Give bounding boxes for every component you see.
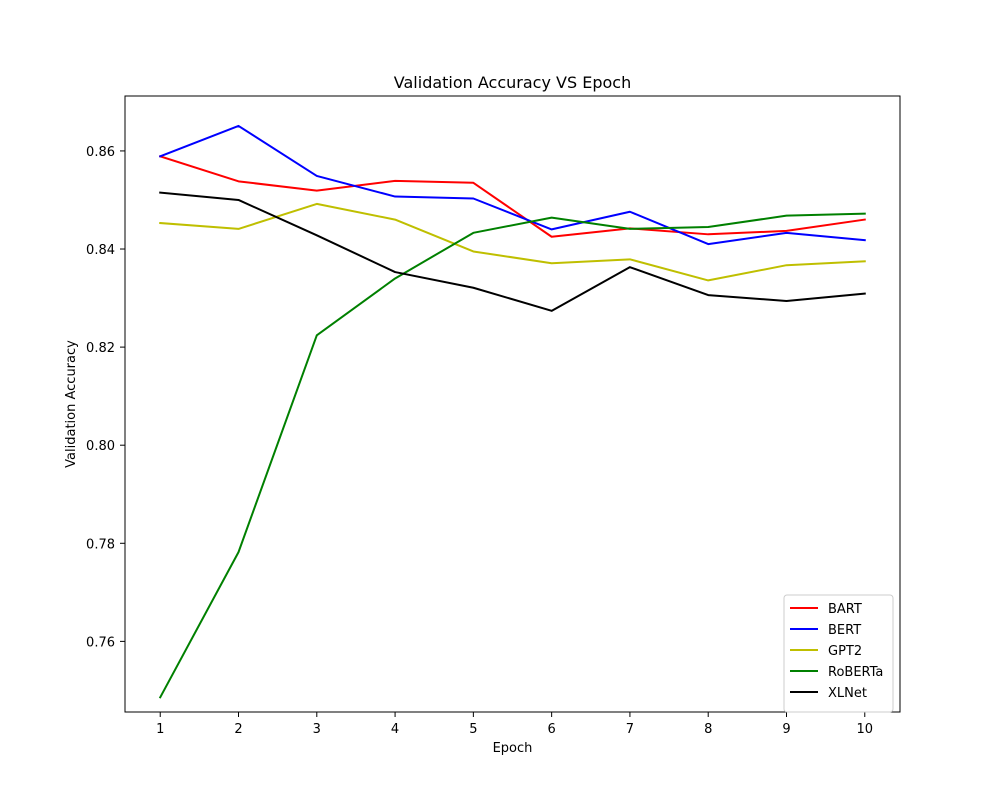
- legend-label-xlnet: XLNet: [828, 686, 867, 701]
- x-tick-label: 5: [469, 722, 477, 737]
- y-tick-label: 0.86: [86, 145, 115, 160]
- x-tick-label: 6: [548, 722, 556, 737]
- x-tick-label: 2: [234, 722, 242, 737]
- x-axis-title: Epoch: [493, 741, 533, 756]
- legend-label-roberta: RoBERTa: [828, 665, 883, 680]
- legend-box: [783, 594, 894, 713]
- series-line-bart: [158, 155, 866, 238]
- x-tick-label: 1: [156, 722, 164, 737]
- series-line-xlnet: [159, 191, 866, 312]
- y-tick-label: 0.78: [86, 537, 115, 552]
- series-line-roberta: [158, 212, 866, 699]
- series-layer: [158, 124, 866, 699]
- legend-label-bart: BART: [828, 602, 862, 617]
- y-tick-label: 0.80: [86, 439, 115, 454]
- legend-label-bert: BERT: [828, 623, 861, 638]
- x-tick-label: 8: [704, 722, 712, 737]
- x-tick-label: 9: [782, 722, 790, 737]
- x-tick-label: 4: [391, 722, 399, 737]
- chart-title: Validation Accuracy VS Epoch: [394, 73, 631, 92]
- legend-label-gpt2: GPT2: [828, 644, 862, 659]
- series-line-gpt2: [159, 202, 866, 282]
- y-tick-label: 0.84: [86, 243, 115, 258]
- x-tick-label: 7: [626, 722, 634, 737]
- y-tick-label: 0.82: [86, 341, 115, 356]
- axis-layer: 1 2 3 4 5 6 7 8 9 10 0.76 0.78 0.80 0.82 0.84 0.86: [86, 145, 873, 737]
- x-tick-label: 3: [313, 722, 321, 737]
- x-tick-label: 10: [856, 722, 873, 737]
- y-axis-title: Validation Accuracy: [64, 340, 79, 468]
- legend: BART BERT GPT2 RoBERTa XLNet: [783, 594, 894, 713]
- y-tick-label: 0.76: [86, 635, 115, 650]
- series-line-bert: [158, 124, 866, 246]
- plot-area-frame: [124, 95, 901, 713]
